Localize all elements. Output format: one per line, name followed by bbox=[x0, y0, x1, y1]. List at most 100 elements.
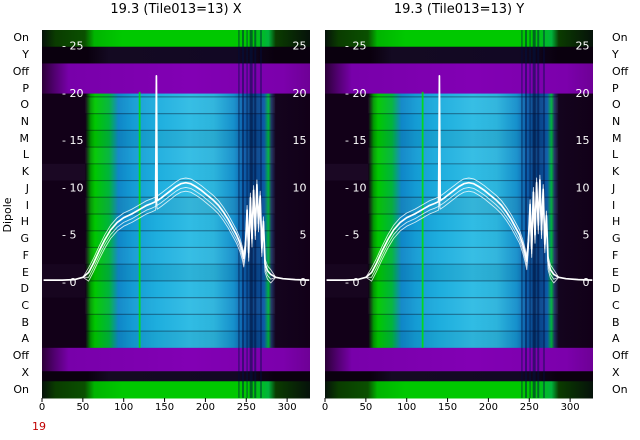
inner-tick-left: - 25 bbox=[345, 40, 366, 53]
inner-tick-left: - 20 bbox=[345, 87, 366, 100]
dipole-label: L bbox=[612, 148, 619, 162]
green-line bbox=[138, 91, 141, 348]
off-band bbox=[42, 63, 310, 94]
dipole-label: O bbox=[612, 98, 621, 112]
dipole-labels-left: On Y Off P O N M L K J I H G F E D C B A Off X On bbox=[0, 30, 32, 398]
x-tick-label: 300 bbox=[560, 402, 580, 413]
dipole-label: D bbox=[20, 282, 29, 296]
inner-tick-right: 5 - bbox=[300, 229, 314, 242]
dipole-label: J bbox=[612, 181, 616, 195]
dipole-label: On bbox=[13, 31, 29, 45]
dipole-label: C bbox=[21, 299, 29, 312]
dipole-label: J bbox=[25, 181, 29, 195]
off-band bbox=[325, 347, 593, 372]
dipole-label: M bbox=[19, 131, 30, 145]
inner-tick-right: 15 - bbox=[576, 134, 597, 147]
inner-tick-left: - 10 bbox=[62, 181, 83, 194]
heat-row bbox=[325, 230, 593, 248]
dipole-label: Off bbox=[12, 64, 29, 78]
dipole-label: N bbox=[612, 115, 621, 128]
x-tick-label: 300 bbox=[277, 402, 297, 413]
overlay-trace bbox=[326, 75, 593, 281]
dipole-label: H bbox=[20, 215, 29, 229]
dipole-label: K bbox=[21, 165, 29, 179]
x-axis-ticks-y: 0 50 100 150 200 250 300 bbox=[322, 402, 593, 416]
inner-tick-left: - 15 bbox=[62, 134, 83, 147]
dipole-label: X bbox=[612, 365, 620, 379]
inner-tick-left: - 20 bbox=[62, 87, 83, 100]
dipole-label: On bbox=[13, 382, 29, 396]
heat-row bbox=[325, 214, 593, 232]
dipole-label: Off bbox=[612, 349, 629, 363]
dipole-label: C bbox=[612, 299, 620, 312]
inner-tick-right: 20 - bbox=[576, 87, 597, 100]
off-band bbox=[42, 347, 310, 372]
panel-title-y: 19.3 (Tile013=13) Y bbox=[393, 2, 525, 17]
heatmap-panel-y: - 25 25 - - 20 20 - - 15 15 - - 10 10 - - 5 5 - - … bbox=[324, 30, 597, 402]
dipole-label: K bbox=[612, 165, 620, 179]
heat-row bbox=[325, 113, 593, 131]
heat-row bbox=[42, 214, 310, 232]
x-tick-label: 250 bbox=[519, 402, 539, 413]
dipole-label: H bbox=[612, 215, 621, 229]
x-tick-label: 150 bbox=[438, 402, 458, 413]
inner-tick-left: - 25 bbox=[62, 40, 83, 53]
dipole-label: P bbox=[612, 81, 619, 95]
dipole-label: G bbox=[20, 232, 29, 246]
inner-tick-right: 25 - bbox=[293, 40, 314, 53]
dipole-label: I bbox=[612, 198, 616, 212]
inner-tick-right: 10 - bbox=[293, 181, 314, 194]
x-tick-label: 100 bbox=[114, 402, 134, 413]
inner-tick-right: 20 - bbox=[293, 87, 314, 100]
heat-row bbox=[325, 314, 593, 332]
heat-row bbox=[325, 381, 593, 399]
dipole-label: N bbox=[20, 115, 29, 128]
inner-tick-right: 15 - bbox=[293, 134, 314, 147]
dipole-label: X bbox=[21, 365, 29, 379]
panel-title-x: 19.3 (Tile013=13) X bbox=[110, 2, 242, 17]
dipole-label: F bbox=[22, 248, 29, 262]
off-band bbox=[325, 63, 593, 94]
inner-tick-left: - 5 bbox=[62, 229, 76, 242]
x-tick-label: 0 bbox=[321, 402, 329, 413]
inner-tick-left: - 15 bbox=[345, 134, 366, 147]
x-axis-ticks-x: 0 50 100 150 200 250 300 bbox=[39, 402, 310, 416]
overlay-trace bbox=[43, 75, 310, 281]
heat-row bbox=[42, 113, 310, 131]
inner-tick-left: - 0 bbox=[345, 276, 359, 289]
heat-row bbox=[42, 230, 310, 248]
inner-tick-left: - 10 bbox=[345, 181, 366, 194]
dipole-label: G bbox=[612, 232, 621, 246]
inner-tick-right: 0 - bbox=[300, 276, 314, 289]
dipole-labels-right: On Y Off P O N M L K J I H G F E D C B A Off X On bbox=[611, 30, 640, 398]
inner-tick-right: 0 - bbox=[583, 276, 597, 289]
x-tick-label: 100 bbox=[397, 402, 417, 413]
dipole-label: On bbox=[612, 31, 628, 45]
dipole-label: Y bbox=[22, 48, 29, 62]
dipole-label: L bbox=[22, 148, 29, 162]
dipole-label: Off bbox=[612, 64, 629, 78]
x-tick-label: 50 bbox=[359, 402, 373, 413]
dipole-label: B bbox=[612, 315, 620, 329]
heatmap-panel-x: - 25 25 - - 20 20 - - 15 15 - - 10 10 - - 5 5 - - … bbox=[41, 30, 314, 402]
dipole-label: A bbox=[612, 332, 620, 346]
x-tick-label: 150 bbox=[155, 402, 175, 413]
dipole-label: D bbox=[612, 282, 621, 296]
dipole-label: A bbox=[21, 332, 29, 346]
inner-tick-right: 25 - bbox=[576, 40, 597, 53]
green-line bbox=[421, 91, 424, 348]
dipole-label: On bbox=[612, 382, 628, 396]
dipole-label: E bbox=[22, 265, 29, 279]
dipole-label: Y bbox=[612, 48, 619, 62]
dipole-label: B bbox=[21, 315, 29, 329]
dipole-label: P bbox=[22, 81, 29, 95]
dipole-label: E bbox=[612, 265, 619, 279]
x-tick-label: 0 bbox=[38, 402, 46, 413]
inner-tick-left: - 5 bbox=[345, 229, 359, 242]
x-tick-label: 50 bbox=[76, 402, 90, 413]
inner-tick-right: 10 - bbox=[576, 181, 597, 194]
heat-row bbox=[42, 381, 310, 399]
inner-tick-left: - 0 bbox=[62, 276, 76, 289]
dipole-label: M bbox=[612, 131, 622, 145]
